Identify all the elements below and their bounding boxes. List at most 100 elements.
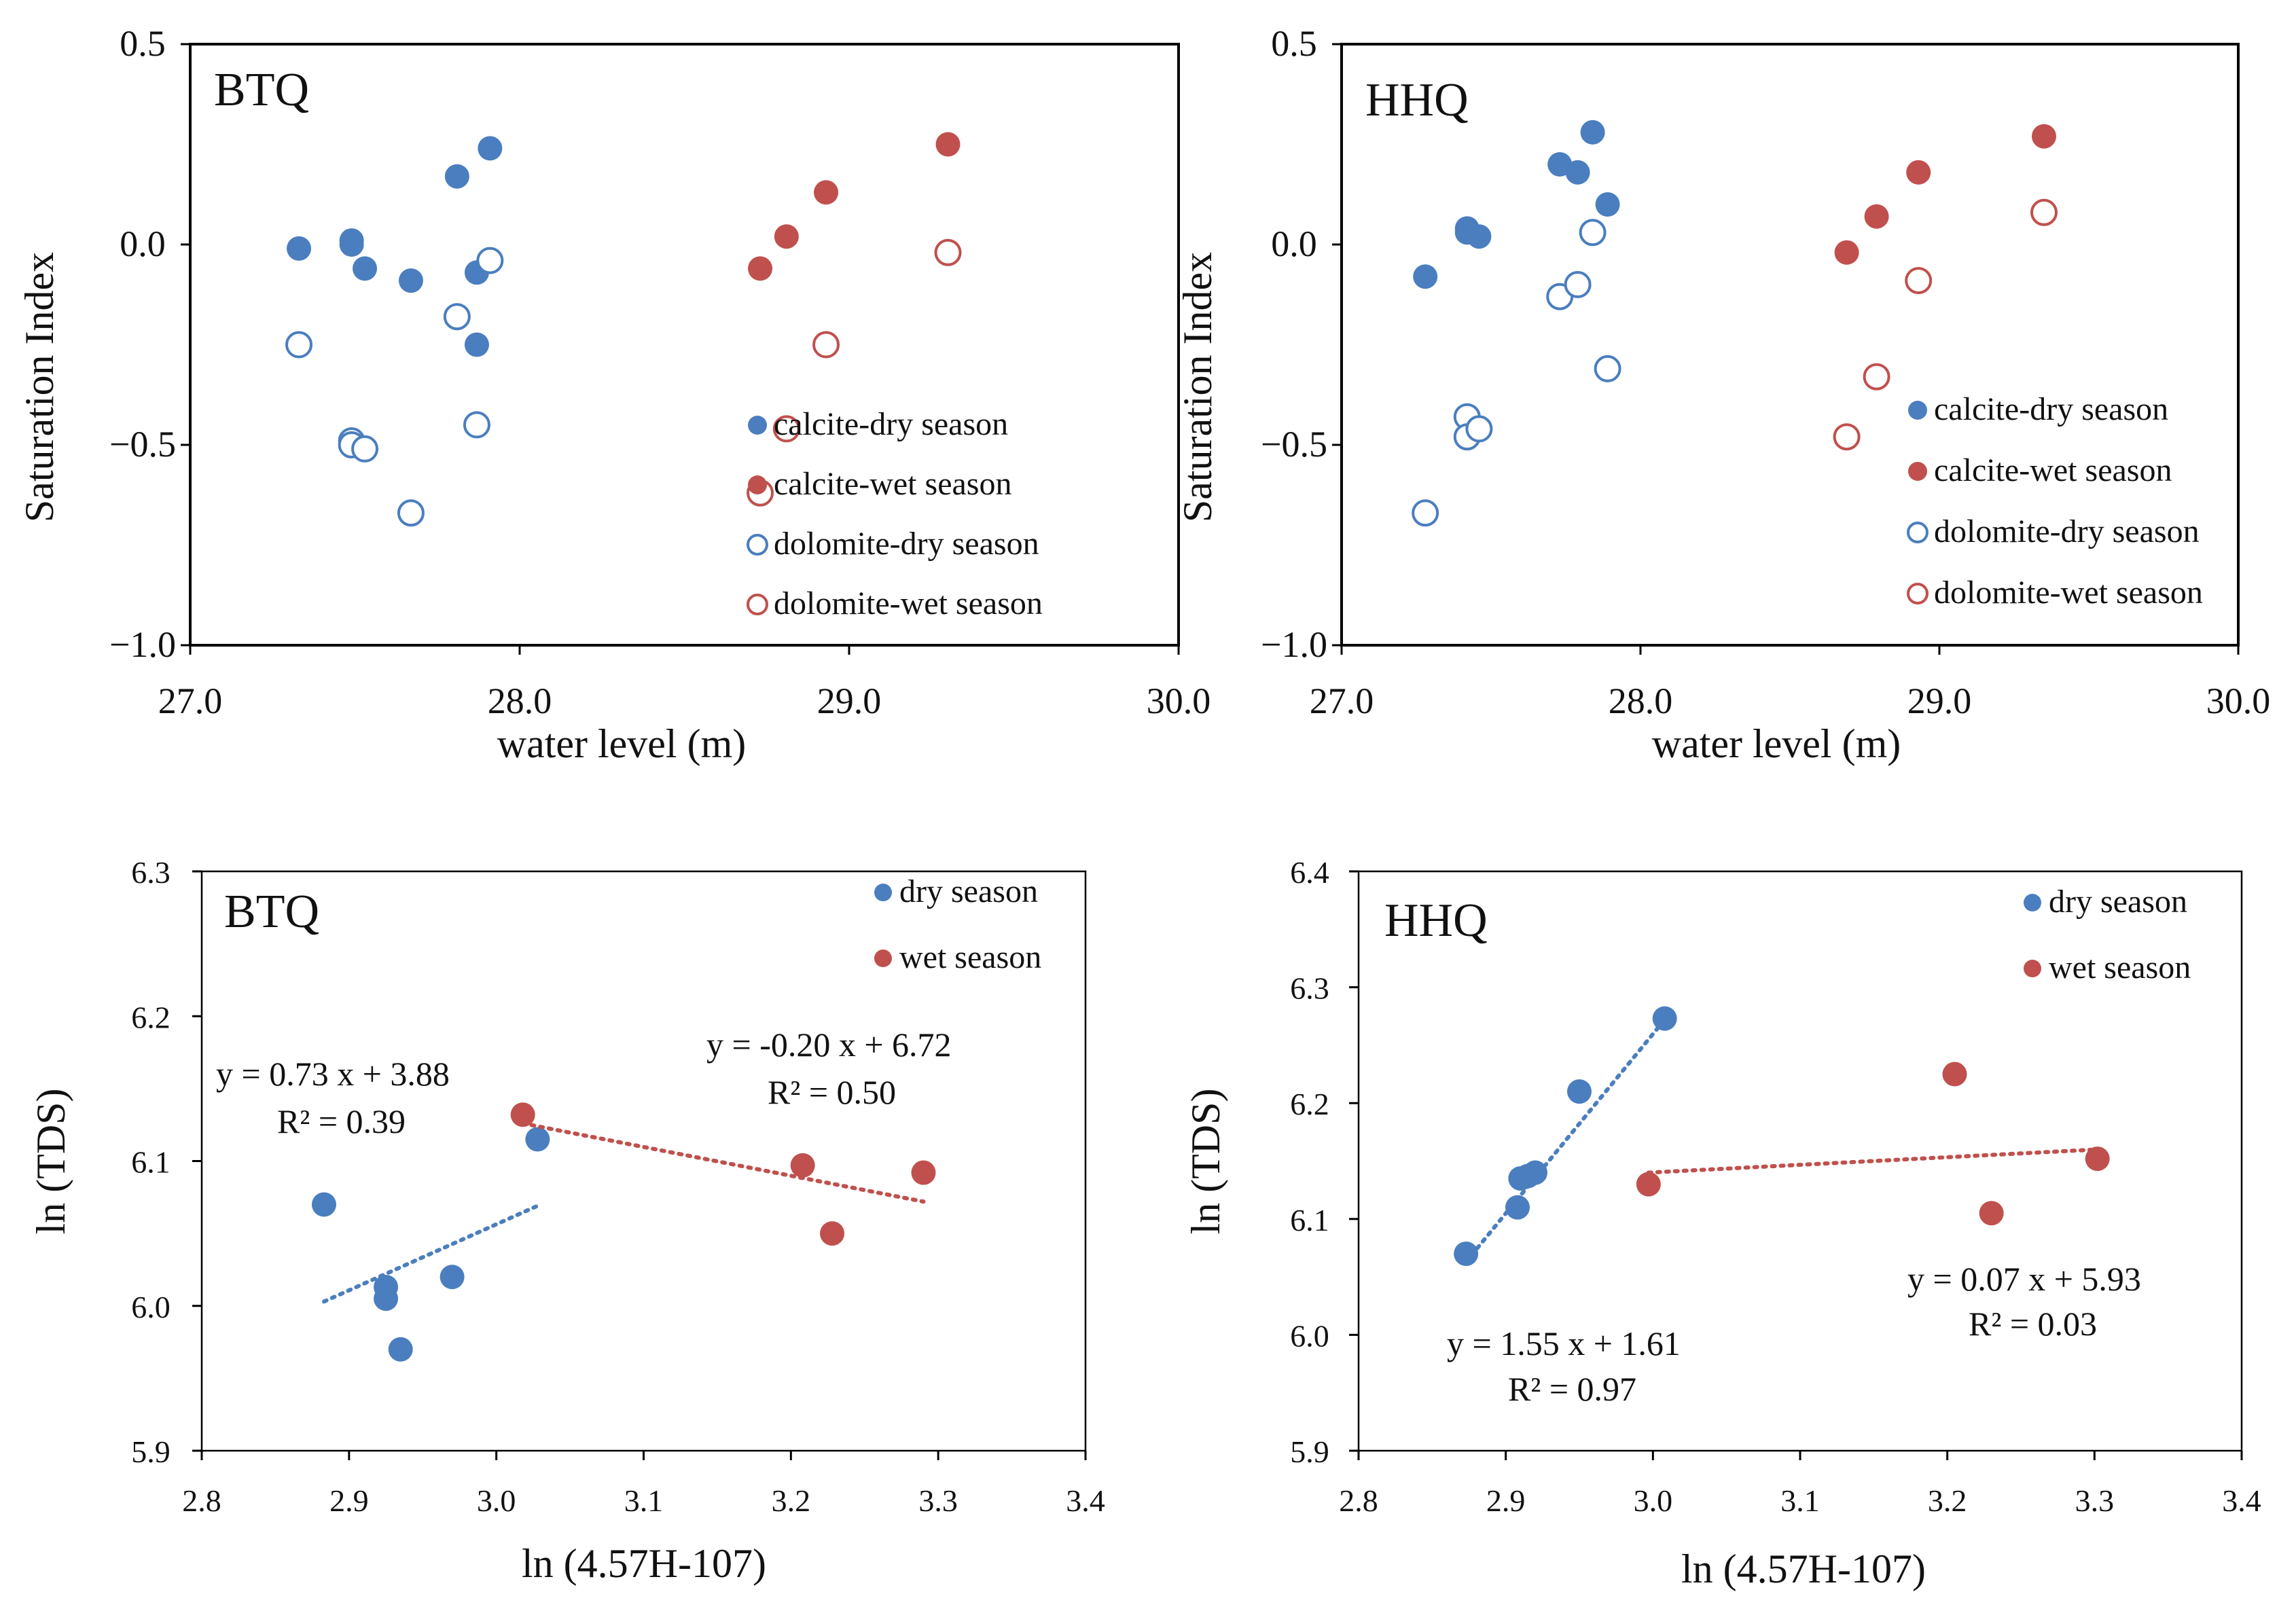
plot-frame — [189, 43, 1180, 647]
y-tick-label: 6.2 — [1290, 1087, 1329, 1121]
data-point — [1454, 1241, 1479, 1266]
data-point — [1863, 363, 1890, 391]
x-tick-label: 27.0 — [158, 681, 223, 721]
data-point — [444, 164, 469, 189]
x-tick-label: 3.2 — [1928, 1483, 1967, 1518]
chart-panel-4: 2.8 2.9 3.0 3.1 3.2 3.3 3.4 6.4 6.3 6.2 6.1 6.0 5.9 l… — [1183, 855, 2261, 1591]
legend-entry: calcite-wet season — [1934, 452, 2172, 488]
series-dolomite-wet-season — [1833, 198, 2058, 451]
y-tick-label: 0.5 — [1271, 23, 1317, 64]
trendline — [1646, 1147, 2100, 1175]
y-tick-label: 6.2 — [131, 1000, 171, 1034]
legend: calcite-dry season calcite-wet season dolo… — [747, 406, 1043, 621]
legend-marker — [1908, 462, 1927, 481]
legend-entry: dry season — [2049, 884, 2187, 920]
data-point — [1579, 219, 1607, 247]
data-point — [774, 224, 799, 249]
legend-marker — [874, 949, 892, 967]
panel-title: BTQ — [224, 886, 319, 938]
trendline-equation: y = 0.07 x + 5.93 — [1907, 1260, 2141, 1298]
trendline — [321, 1202, 543, 1304]
x-tick-label: 28.0 — [488, 681, 552, 721]
x-tick-label: 30.0 — [1147, 681, 1211, 721]
series-calcite-wet-season — [748, 132, 961, 281]
data-point — [935, 132, 961, 157]
y-tick-label: 6.0 — [131, 1290, 171, 1324]
x-tick-label: 3.1 — [624, 1483, 664, 1518]
data-point — [1467, 224, 1492, 249]
panel-title: BTQ — [214, 64, 309, 116]
x-tick-label: 3.0 — [477, 1483, 516, 1518]
data-point — [1942, 1062, 1967, 1087]
legend-entry: dry season — [899, 873, 1038, 909]
data-point — [440, 1265, 465, 1290]
data-point — [2032, 124, 2056, 149]
panel-title: HHQ — [1384, 894, 1488, 947]
trendline — [520, 1121, 926, 1204]
legend-entry: wet season — [2049, 949, 2191, 985]
trendline-equation: y = 1.55 x + 1.61 — [1447, 1324, 1681, 1362]
data-point — [1565, 160, 1590, 185]
y-axis-label: ln (TDS) — [1183, 1089, 1228, 1235]
data-point — [287, 236, 312, 261]
data-point — [812, 331, 840, 359]
y-tick-label: 6.1 — [1290, 1203, 1329, 1237]
chart-panel-1: 27.0 28.0 29.0 30.0 0.5 0.0 −0.5 −1.0 water leve… — [17, 23, 1210, 766]
legend-marker — [747, 534, 768, 556]
data-point — [351, 435, 379, 463]
data-point — [285, 331, 313, 359]
y-tick-label: −0.5 — [1261, 424, 1327, 465]
legend-marker — [748, 475, 767, 494]
legend-entry: wet season — [899, 939, 1041, 975]
data-point — [398, 268, 423, 293]
x-tick-label: 29.0 — [1907, 681, 1972, 721]
data-point — [353, 256, 378, 281]
data-point — [1567, 1079, 1592, 1104]
data-point — [1594, 355, 1621, 382]
data-point — [748, 256, 773, 281]
x-tick-label: 3.3 — [918, 1483, 958, 1518]
data-point — [1595, 192, 1620, 217]
data-point — [772, 415, 800, 443]
legend-marker — [1908, 401, 1927, 420]
trendline — [1464, 1017, 1667, 1264]
x-tick-label: 2.9 — [1486, 1483, 1526, 1518]
legend-entry: dolomite-dry season — [774, 526, 1039, 562]
y-tick-label: 6.3 — [1290, 971, 1329, 1006]
data-point — [1905, 267, 1933, 295]
chart-panel-3: 2.8 2.9 3.0 3.1 3.2 3.3 3.4 6.3 6.2 6.1 6.0 5.9 ln (… — [29, 855, 1105, 1586]
x-tick-label: 3.3 — [2075, 1483, 2115, 1518]
series-wet-season — [510, 1102, 936, 1246]
data-point — [397, 499, 425, 527]
data-point — [311, 1192, 336, 1217]
data-point — [1834, 240, 1859, 265]
legend-entry: dolomite-wet season — [774, 585, 1043, 621]
y-tick-label: −1.0 — [1261, 624, 1327, 665]
data-point — [2085, 1146, 2110, 1172]
x-tick-label: 3.4 — [2222, 1483, 2261, 1518]
legend-entry: dolomite-wet season — [1934, 575, 2203, 611]
y-tick-label: 5.9 — [1290, 1434, 1329, 1469]
data-point — [1564, 271, 1592, 298]
data-point — [476, 247, 504, 274]
x-tick-label: 2.8 — [182, 1483, 221, 1518]
data-point — [1523, 1160, 1547, 1185]
data-point — [374, 1286, 399, 1311]
series-wet-season — [1636, 1062, 2110, 1226]
data-point — [1636, 1172, 1661, 1197]
y-tick-label: 5.9 — [131, 1434, 171, 1469]
data-point — [1413, 264, 1438, 289]
series-dolomite-wet-season — [747, 238, 962, 507]
series-dolomite-dry-season — [1412, 219, 1621, 527]
data-point — [1465, 415, 1493, 443]
panel-title: HHQ — [1365, 74, 1469, 126]
trendline-equation: y = -0.20 x + 6.72 — [706, 1026, 952, 1064]
legend-marker — [747, 594, 768, 615]
x-tick-label: 28.0 — [1609, 681, 1673, 721]
data-point — [1833, 423, 1861, 451]
data-point — [934, 238, 962, 266]
trendline-r-squared: R² = 0.50 — [768, 1073, 896, 1111]
data-point — [820, 1221, 845, 1246]
data-point — [478, 136, 503, 161]
